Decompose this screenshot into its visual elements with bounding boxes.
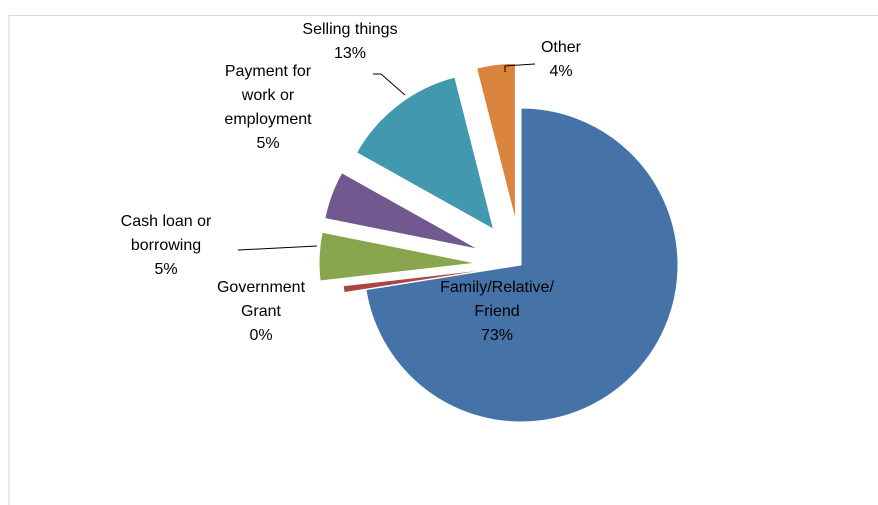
leader-line-5 [504,63,536,72]
pie-slice-4 [355,76,495,231]
pie-slice-3 [324,172,480,250]
data-label-percent: 5% [256,135,279,152]
data-label-category: Friend [474,303,519,320]
pie-slice-5 [476,62,516,221]
data-label-2: Cash loan or borrowing 5% [121,213,212,278]
data-label-percent: 73% [481,327,513,344]
data-label-percent: 0% [249,327,272,344]
chart-border [8,15,878,505]
data-label-1: Government Grant 0% [217,279,306,344]
data-label-category: Other [541,39,582,56]
leader-lines [237,63,536,251]
leader-line-4 [373,73,406,96]
leader-line-2 [237,245,318,251]
pie-slice-2 [318,231,477,282]
data-label-5: Other 4% [541,39,582,80]
data-label-0: Family/Relative/Friend 73% [440,279,554,344]
data-label-category: Grant [241,303,282,320]
data-label-percent: 5% [154,261,177,278]
data-label-percent: 4% [549,63,572,80]
data-label-category: Government [217,279,306,296]
data-label-category: Family/Relative/ [440,279,554,296]
data-label-category: Selling things [302,21,397,38]
pie-slices [318,62,679,423]
data-label-4: Selling things 13% [302,21,397,62]
data-label-category: Cash loan or [121,213,212,230]
data-label-category: employment [224,111,312,128]
pie-slice-0 [365,107,679,423]
data-labels: Family/Relative/Friend 73% Government Grant… [121,21,582,344]
data-label-percent: 13% [334,45,366,62]
pie-slice-1 [342,267,500,294]
data-label-category: Payment for [225,63,312,80]
data-label-category: borrowing [131,237,201,254]
data-label-category: work or [241,87,295,104]
data-label-3: Payment for work or employment 5% [224,63,312,152]
